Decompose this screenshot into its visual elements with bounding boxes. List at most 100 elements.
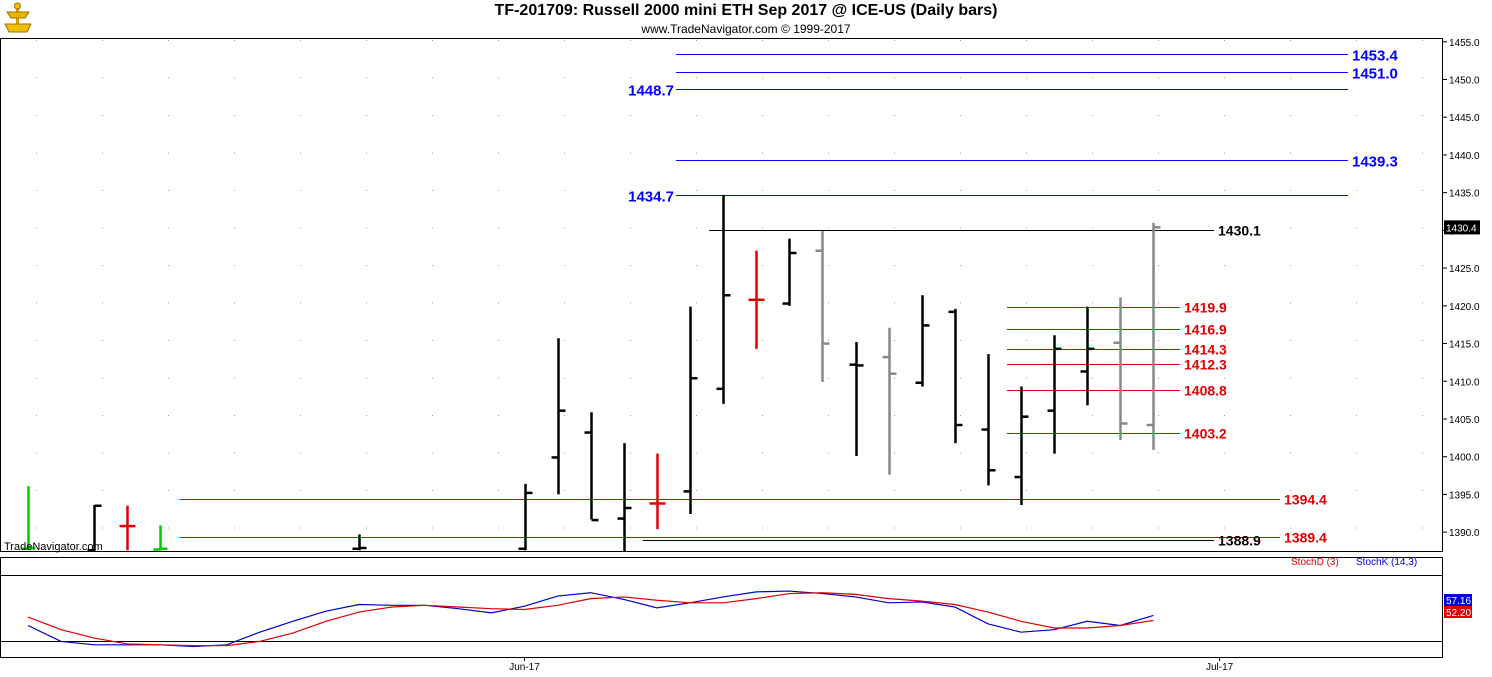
grid-dot: [1092, 415, 1093, 416]
grid-dot: [234, 190, 235, 191]
grid-dot: [1158, 452, 1159, 454]
grid-dot: [630, 227, 631, 229]
grid-dot: [960, 452, 961, 454]
grid-dot: [762, 265, 763, 266]
grid-dot: [432, 527, 433, 529]
grid-dot: [894, 152, 895, 154]
grid-dot: [498, 452, 499, 454]
level-label-1412.3: 1412.3: [1184, 357, 1227, 373]
grid-dot: [762, 340, 763, 341]
grid-dot: [828, 302, 829, 304]
grid-dot: [300, 452, 301, 454]
grid-dot: [36, 265, 37, 266]
grid-dot: [828, 40, 829, 41]
grid-dot: [168, 340, 169, 341]
y-tick-label: 1390.0: [1449, 528, 1480, 539]
date-x-axis: Jun-17 Jul-17: [509, 657, 1234, 673]
grid-dot: [564, 227, 565, 229]
grid-dot: [1290, 302, 1291, 304]
grid-dot: [564, 115, 565, 116]
grid-dot: [1422, 227, 1423, 229]
grid-dot: [894, 77, 895, 79]
grid-dot: [960, 152, 961, 154]
grid-dot: [300, 40, 301, 41]
grid-dot: [1158, 527, 1159, 529]
level-label-1434.7: 1434.7: [628, 189, 674, 206]
grid-dot: [366, 527, 367, 529]
grid-dot: [1422, 452, 1423, 454]
grid-dot: [432, 77, 433, 79]
last-price-label: 1430.4: [1446, 223, 1477, 234]
grid-dot: [564, 77, 565, 79]
grid-dot: [1422, 377, 1423, 379]
grid-dot: [828, 115, 829, 116]
grid-dot: [630, 190, 631, 191]
grid-dot: [1224, 452, 1225, 454]
y-tick-label: 1400.0: [1449, 453, 1480, 464]
grid-dot: [1290, 152, 1291, 154]
level-label-1416.9: 1416.9: [1184, 322, 1227, 338]
grid-dot: [168, 227, 169, 229]
grid-dot: [1224, 490, 1225, 491]
grid-dot: [894, 115, 895, 116]
grid-dot: [1224, 190, 1225, 191]
grid-dot: [1356, 265, 1357, 266]
stochastic-panel: [0, 557, 1443, 658]
grid-dot: [762, 40, 763, 41]
grid-dot: [762, 415, 763, 416]
grid-dot: [894, 340, 895, 341]
grid-dot: [1026, 265, 1027, 266]
grid-dot: [1092, 527, 1093, 529]
grid-dot: [36, 415, 37, 416]
grid-dot: [960, 227, 961, 229]
grid-dot: [1092, 340, 1093, 341]
grid-dot: [1158, 340, 1159, 341]
grid-dot: [1026, 115, 1027, 116]
grid-dot: [1356, 415, 1357, 416]
grid-dot: [498, 152, 499, 154]
grid-dot: [168, 265, 169, 266]
grid-dot: [1026, 190, 1027, 191]
grid-dot: [828, 527, 829, 529]
grid-dot: [960, 302, 961, 304]
price-panel-border: [0, 38, 1443, 552]
grid-dot: [1356, 340, 1357, 341]
grid-dot: [1224, 265, 1225, 266]
grid-dot: [102, 377, 103, 379]
grid-dot: [564, 415, 565, 416]
level-label-1414.3: 1414.3: [1184, 342, 1227, 358]
grid-dot: [102, 452, 103, 454]
grid-dot: [300, 527, 301, 529]
grid-dot: [1356, 377, 1357, 379]
grid-dot: [960, 415, 961, 416]
grid-dot: [696, 190, 697, 191]
grid-dot: [1290, 527, 1291, 529]
grid-dot: [432, 40, 433, 41]
grid-dot: [1356, 115, 1357, 116]
grid-dot: [894, 40, 895, 41]
level-label-1453.4: 1453.4: [1352, 48, 1399, 65]
grid-dot: [894, 415, 895, 416]
grid-dot: [432, 115, 433, 116]
grid-dot: [36, 115, 37, 116]
grid-dot: [1290, 265, 1291, 266]
grid-dot: [36, 340, 37, 341]
grid-dot: [102, 227, 103, 229]
grid-dot: [102, 152, 103, 154]
grid-dot: [564, 452, 565, 454]
grid-dot: [1026, 77, 1027, 79]
grid-dot: [234, 377, 235, 379]
grid-dot: [1422, 190, 1423, 191]
grid-dot: [498, 527, 499, 529]
level-label-1439.3: 1439.3: [1352, 154, 1398, 171]
grid-dot: [696, 415, 697, 416]
chart-subtitle: www.TradeNavigator.com © 1999-2017: [641, 22, 851, 36]
grid-dot: [762, 490, 763, 491]
grid-dot: [234, 452, 235, 454]
grid-dot: [36, 40, 37, 41]
grid-dot: [960, 490, 961, 491]
grid-dot: [1158, 490, 1159, 491]
grid-dot: [366, 415, 367, 416]
